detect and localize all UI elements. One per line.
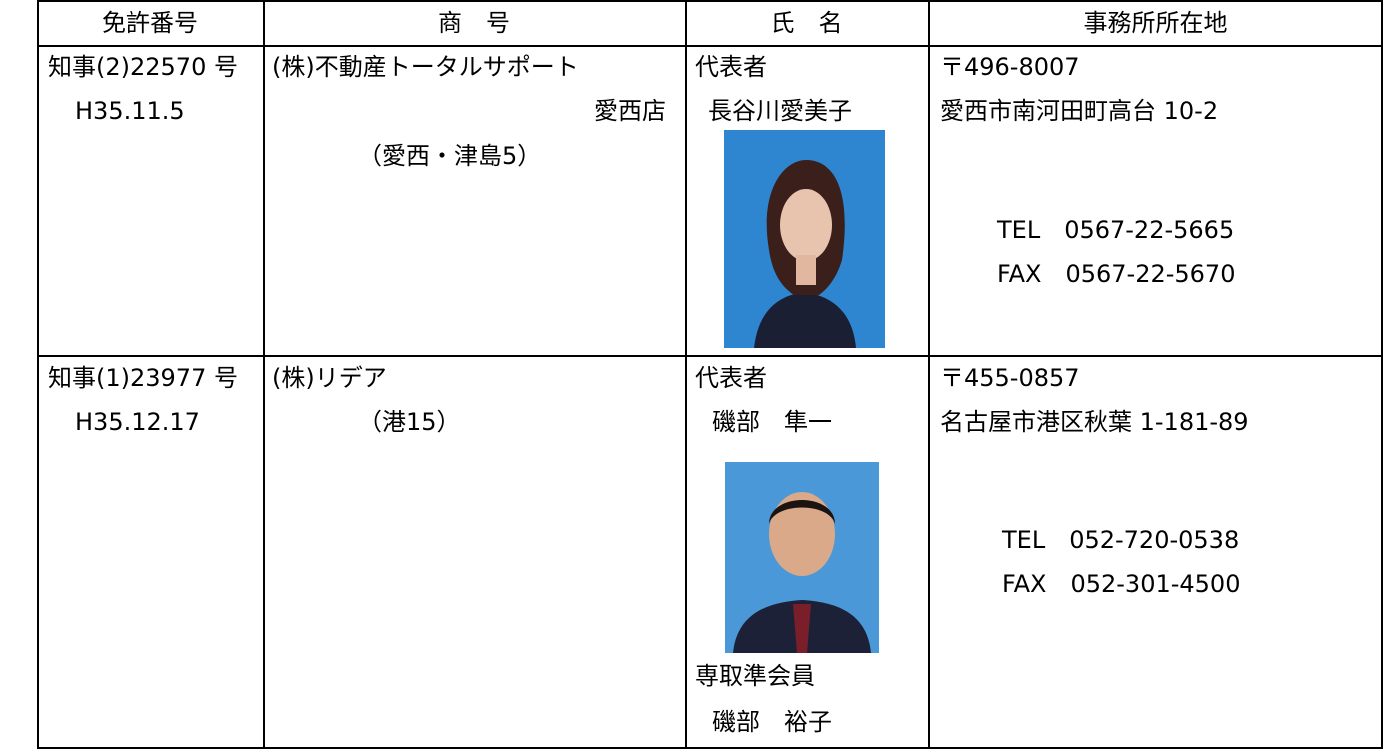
border	[37, 45, 1383, 47]
license-number: 知事(1)23977 号	[48, 364, 238, 392]
header-cell: 氏 名	[770, 9, 843, 37]
border	[37, 0, 39, 749]
person-name: 磯部 裕子	[712, 708, 832, 736]
border	[928, 0, 930, 749]
border	[1381, 0, 1383, 749]
border	[37, 355, 1383, 357]
phone: TEL 052-720-0538	[1002, 526, 1240, 554]
postal-code: 〒496-8007	[940, 53, 1080, 81]
postal-code: 〒455-0857	[940, 364, 1080, 392]
company-area: （愛西・津島5）	[358, 142, 542, 170]
name-role: 代表者	[695, 53, 767, 81]
border	[263, 0, 265, 749]
photo	[725, 462, 879, 653]
license-date: H35.12.17	[75, 408, 200, 436]
border	[685, 0, 687, 749]
header-cell: 免許番号	[102, 9, 198, 37]
company-branch: 愛西店	[594, 97, 666, 125]
company-name: (株)不動産トータルサポート	[272, 53, 579, 81]
license-date: H35.11.5	[75, 97, 185, 125]
company-name: (株)リデア	[272, 364, 387, 392]
fax: FAX 0567-22-5670	[997, 260, 1236, 288]
license-number: 知事(2)22570 号	[48, 53, 238, 81]
fax: FAX 052-301-4500	[1002, 570, 1241, 598]
company-area: （港15）	[358, 408, 461, 436]
border	[37, 747, 1383, 749]
name-role: 代表者	[695, 364, 767, 392]
address: 名古屋市港区秋葉 1-181-89	[940, 408, 1249, 436]
border	[37, 0, 1383, 2]
phone: TEL 0567-22-5665	[997, 216, 1235, 244]
photo	[724, 130, 885, 348]
address: 愛西市南河田町高台 10-2	[940, 97, 1219, 125]
name-role: 専取準会員	[695, 662, 815, 690]
header-cell: 商 号	[438, 9, 510, 37]
person-name: 磯部 隼一	[712, 408, 832, 436]
header-cell: 事務所所在地	[1083, 9, 1228, 37]
person-name: 長谷川愛美子	[708, 97, 852, 125]
